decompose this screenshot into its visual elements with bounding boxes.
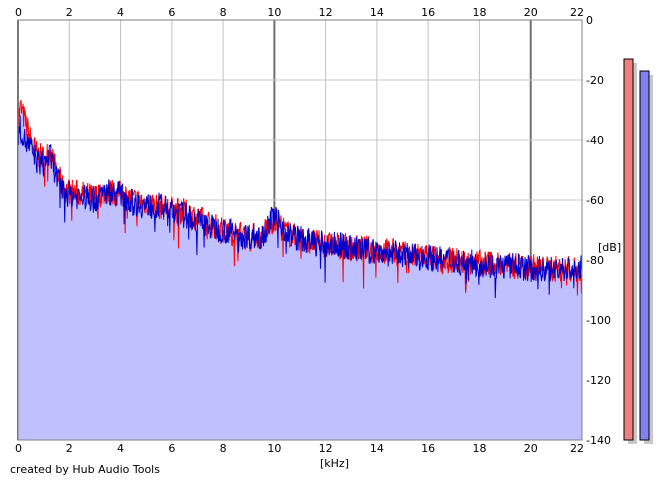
x-tick-label: 22 xyxy=(570,442,584,455)
y-tick-label: -100 xyxy=(586,314,611,327)
x-tick-label: 12 xyxy=(319,442,333,455)
x-tick-label: 8 xyxy=(220,442,227,455)
y-tick-label: -20 xyxy=(586,74,604,87)
plot-border xyxy=(17,19,583,441)
x-tick-labels-top: 0 2 4 6 8 10 12 14 16 18 20 22 xyxy=(15,6,584,19)
x-tick-label: 22 xyxy=(570,6,584,19)
x-tick-label: 10 xyxy=(267,442,281,455)
y-tick-label: 0 xyxy=(586,14,593,27)
footer-credit: created by Hub Audio Tools xyxy=(10,463,160,476)
x-tick-label: 2 xyxy=(66,6,73,19)
y-tick-label: -80 xyxy=(586,254,604,267)
level-meter-right-channel xyxy=(639,70,650,441)
x-tick-label: 6 xyxy=(168,442,175,455)
x-tick-label: 6 xyxy=(168,6,175,19)
x-tick-label: 4 xyxy=(117,6,124,19)
y-tick-label: -40 xyxy=(586,134,604,147)
level-meters xyxy=(623,58,653,444)
x-tick-label: 18 xyxy=(472,6,486,19)
x-tick-label: 10 xyxy=(267,6,281,19)
x-tick-label: 4 xyxy=(117,442,124,455)
x-tick-label: 12 xyxy=(319,6,333,19)
x-tick-label: 20 xyxy=(524,442,538,455)
series-blue-line xyxy=(17,115,583,299)
x-tick-label: 18 xyxy=(472,442,486,455)
level-meter-left-channel xyxy=(623,58,634,441)
y-tick-label: -140 xyxy=(586,434,611,447)
y-axis-label: [dB] xyxy=(598,241,621,254)
y-tick-labels: 0 -20 -40 -60 -80 -100 -120 -140 xyxy=(586,14,611,447)
y-tick-label: -60 xyxy=(586,194,604,207)
x-tick-label: 20 xyxy=(524,6,538,19)
x-tick-label: 0 xyxy=(15,6,22,19)
x-tick-label: 0 xyxy=(15,442,22,455)
x-tick-label: 14 xyxy=(370,442,384,455)
x-tick-labels-bottom: 0 2 4 6 8 10 12 14 16 18 20 22 xyxy=(15,442,584,455)
x-tick-label: 2 xyxy=(66,442,73,455)
x-tick-label: 16 xyxy=(421,442,435,455)
y-tick-label: -120 xyxy=(586,374,611,387)
spectrum-fill-area xyxy=(18,103,582,440)
x-tick-label: 8 xyxy=(220,6,227,19)
x-tick-label: 14 xyxy=(370,6,384,19)
x-tick-label: 16 xyxy=(421,6,435,19)
x-axis-label: [kHz] xyxy=(320,457,349,470)
